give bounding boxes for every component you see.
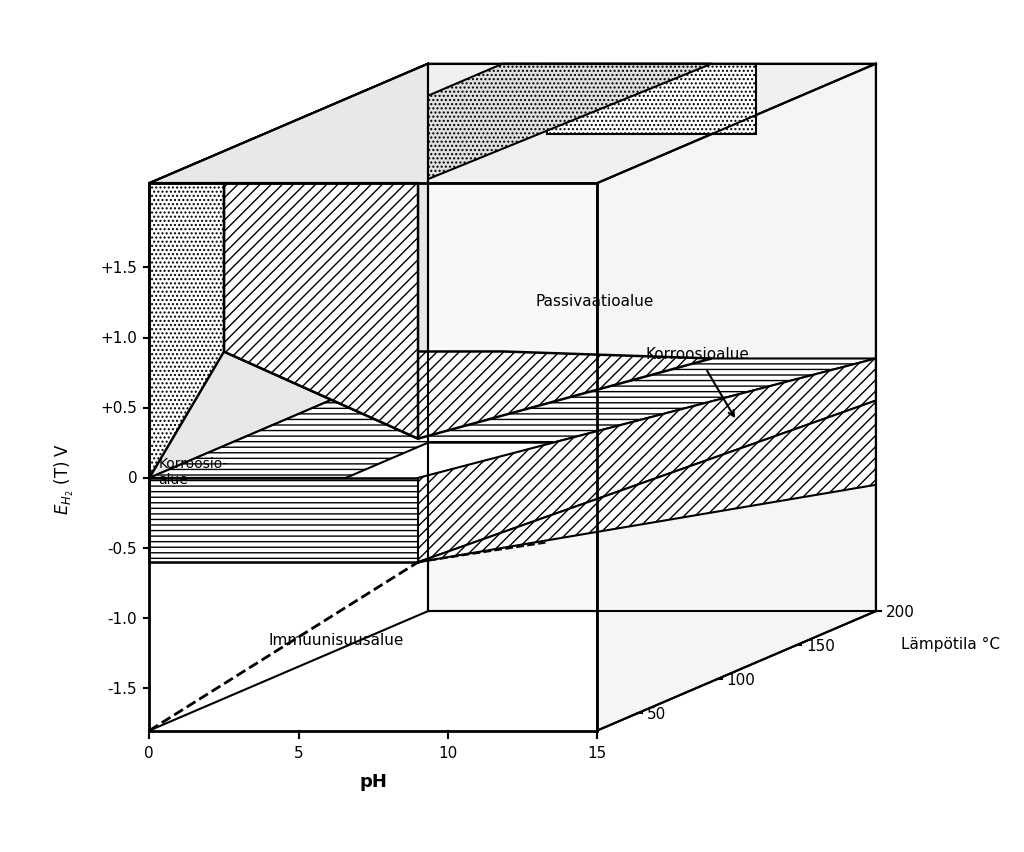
Text: Korroosioalue: Korroosioalue [646,347,750,361]
Polygon shape [548,65,757,135]
Polygon shape [428,65,876,612]
Text: 15: 15 [588,746,607,761]
Text: -0.5: -0.5 [108,541,137,556]
Text: $E_{H_2}$ (T) V: $E_{H_2}$ (T) V [53,442,76,515]
Polygon shape [418,401,876,562]
Text: 0: 0 [144,746,154,761]
Polygon shape [150,65,876,184]
Text: Korroosio-
alue: Korroosio- alue [159,457,227,486]
Polygon shape [150,65,428,352]
Polygon shape [224,65,712,184]
Text: +1.0: +1.0 [100,331,137,346]
Text: -1.0: -1.0 [108,611,137,626]
Polygon shape [224,184,418,439]
Text: 10: 10 [438,746,458,761]
Text: 200: 200 [886,604,914,619]
Text: Passivaatioalue: Passivaatioalue [536,293,654,308]
Text: 0: 0 [128,471,137,486]
Text: Lämpötila °C: Lämpötila °C [901,636,999,651]
Text: Immuunisuusalue: Immuunisuusalue [268,632,404,647]
Polygon shape [418,359,876,562]
Polygon shape [150,478,418,562]
Text: -1.5: -1.5 [108,681,137,696]
Polygon shape [150,359,876,478]
Polygon shape [224,352,712,439]
Text: pH: pH [359,773,387,791]
Polygon shape [597,65,876,731]
Text: 100: 100 [727,672,756,687]
Text: 5: 5 [294,746,303,761]
Polygon shape [150,65,428,478]
Text: +1.5: +1.5 [100,261,137,275]
Text: +0.5: +0.5 [100,400,137,416]
Text: 150: 150 [806,638,835,653]
Polygon shape [150,443,876,562]
Text: 50: 50 [647,706,667,721]
Polygon shape [150,184,224,478]
